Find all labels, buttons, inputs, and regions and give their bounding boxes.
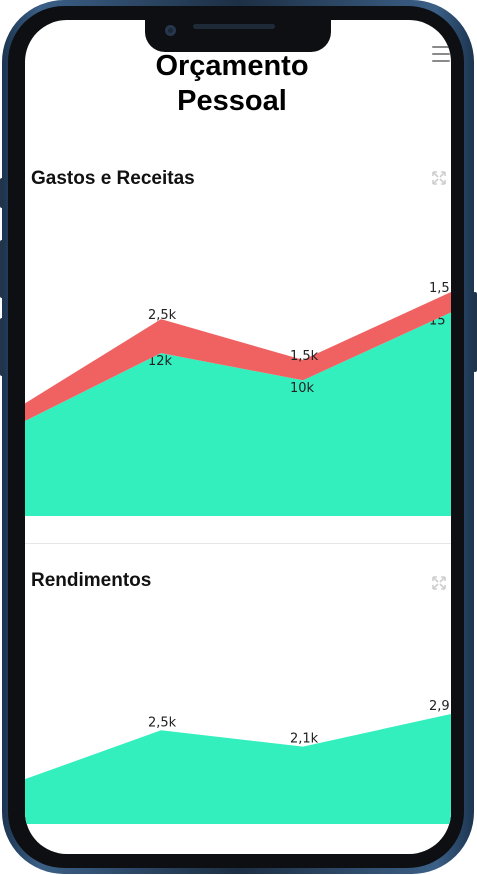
area-series-2 — [25, 292, 451, 516]
data-label: 10k — [290, 381, 315, 396]
chart-title: Rendimentos — [31, 570, 152, 591]
chart-card-rendimentos: Rendimentos 2,5k 2,1k 2,9 — [25, 544, 451, 824]
menu-line — [432, 46, 450, 48]
hamburger-menu-icon[interactable] — [432, 46, 450, 62]
area-series-1 — [25, 312, 451, 516]
data-label: 1,5 — [429, 281, 450, 296]
page-title: Orçamento Pessoal — [155, 50, 309, 117]
rendimentos-area-chart: 2,5k 2,1k 2,9 — [25, 699, 451, 824]
notch — [145, 20, 331, 52]
menu-line — [432, 53, 450, 55]
expand-icon[interactable] — [431, 170, 447, 186]
data-label: 2,1k — [290, 732, 319, 747]
area-series-1 — [25, 714, 451, 824]
data-label: 1,5k — [290, 349, 319, 364]
earpiece-speaker — [193, 24, 275, 29]
expand-icon[interactable] — [431, 575, 447, 591]
data-label: 2,9 — [429, 699, 450, 714]
chart-card-gastos-receitas: Gastos e Receitas 12k 10k 15 2,5k 1,5k 1,5 — [25, 150, 451, 542]
data-label: 2,5k — [148, 308, 177, 323]
divider — [25, 543, 451, 544]
data-label: 12k — [148, 354, 173, 369]
data-label: 2,5k — [148, 715, 177, 730]
phone-screen: Orçamento Pessoal Gastos e Receitas 12k 1… — [25, 20, 451, 854]
menu-line — [432, 60, 450, 62]
chart-title: Gastos e Receitas — [31, 168, 195, 189]
volume-down-button — [0, 318, 4, 376]
mute-switch — [0, 178, 4, 208]
volume-up-button — [0, 240, 4, 298]
front-camera — [165, 25, 176, 36]
power-button — [473, 292, 477, 372]
